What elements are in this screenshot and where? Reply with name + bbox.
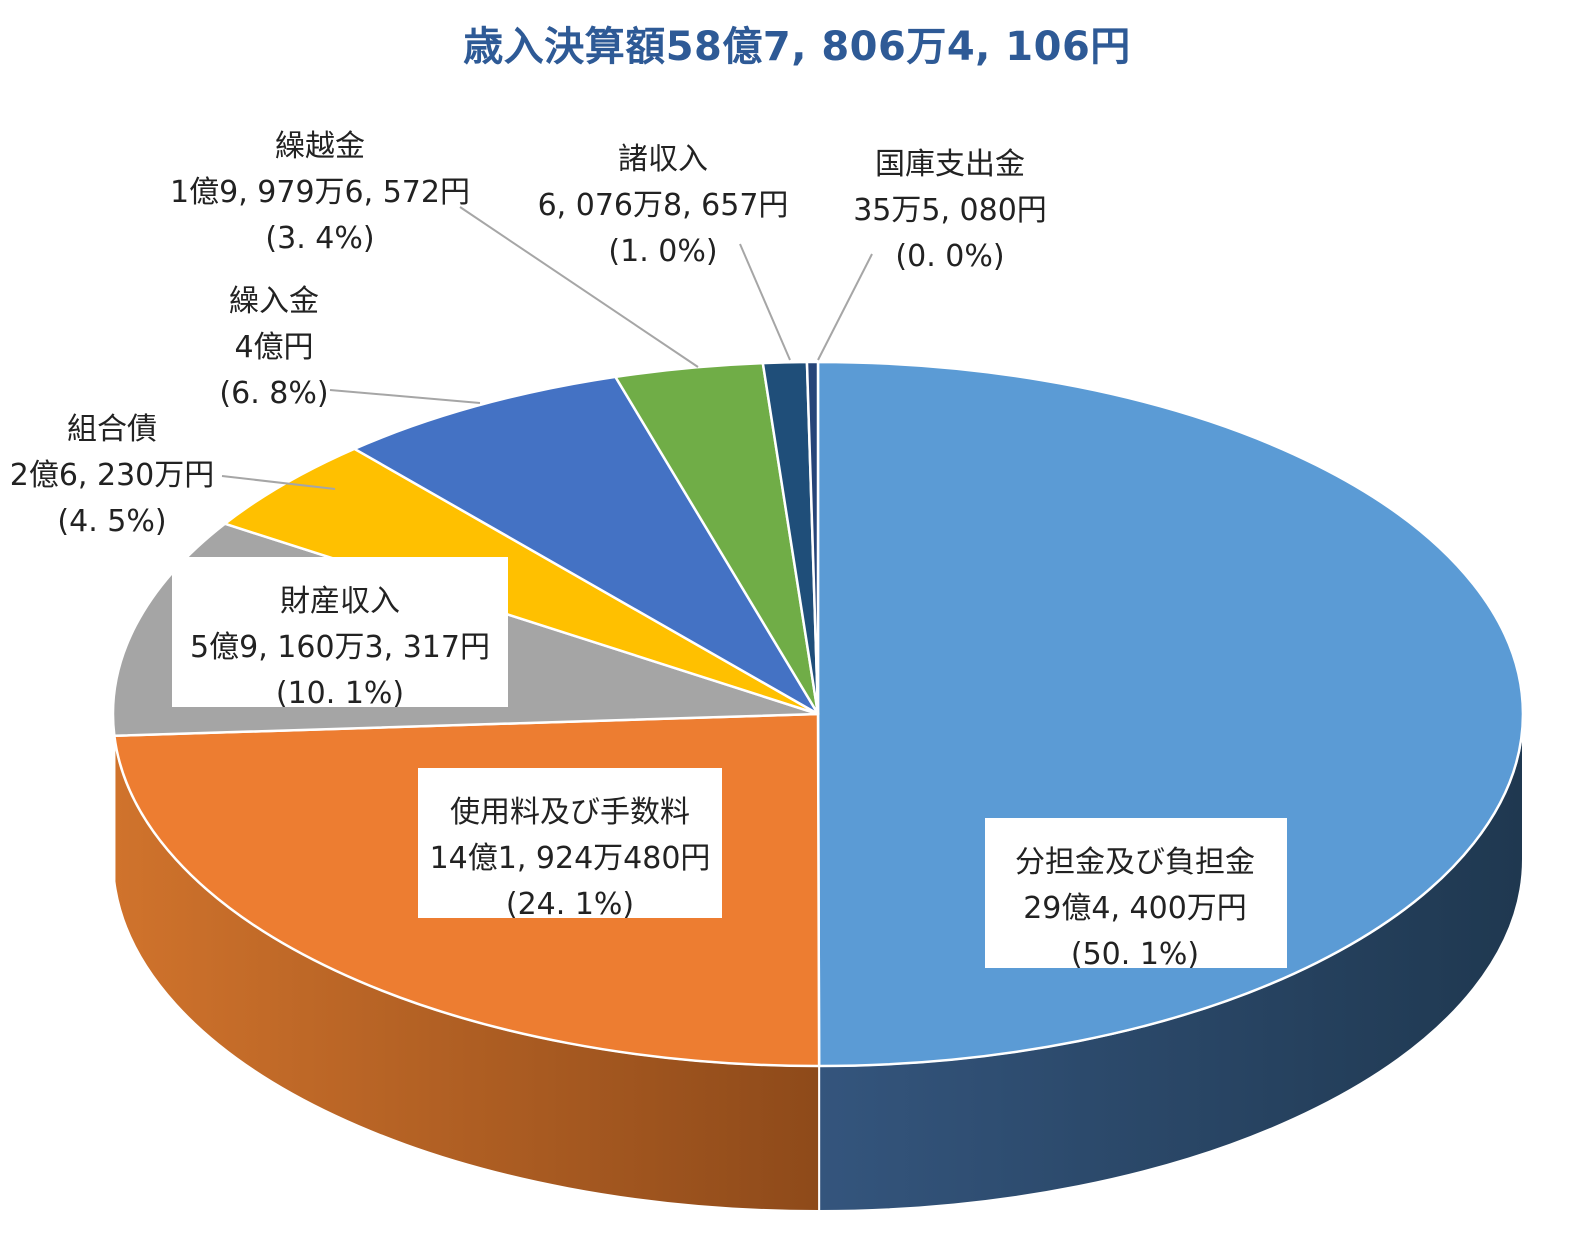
slice-amount-2: 5億9, 160万3, 317円 [190,630,490,665]
slice-amount-4: 4億円 [234,330,313,365]
leader-line-5 [459,206,699,368]
slice-amount-3: 2億6, 230万円 [10,458,215,493]
leader-line-3 [221,475,336,490]
pie-slice-7 [805,360,820,716]
slice-percent-4: (6. 8%) [219,376,328,411]
slice-label-6: 諸収入 [618,142,708,177]
slice-label-5: 繰越金 [275,129,365,164]
data-label-box-0 [985,818,1287,968]
pie-slice-4 [353,375,820,716]
chart-title: 歳入決算額58億7, 806万4, 106円 [463,24,1131,70]
slice-label-7: 国庫支出金 [875,147,1025,182]
leader-line-6 [739,243,791,361]
slice-label-3: 組合債 [67,412,157,447]
slice-amount-1: 14億1, 924万480円 [430,841,711,876]
slice-percent-5: (3. 4%) [265,221,374,256]
data-label-box-2 [172,557,508,707]
data-label-box-1 [418,768,722,918]
slice-amount-5: 1億9, 979万6, 572円 [170,175,470,210]
slice-percent-3: (4. 5%) [57,504,166,539]
slice-percent-7: (0. 0%) [895,239,1004,274]
slice-amount-6: 6, 076万8, 657円 [538,188,789,223]
leader-line-7 [817,253,873,361]
slice-amount-0: 29億4, 400万円 [1023,891,1247,926]
slice-label-4: 繰入金 [229,284,319,319]
slice-percent-6: (1. 0%) [608,234,717,269]
slice-percent-0: (50. 1%) [1071,937,1199,972]
leader-line-4 [329,389,481,404]
slice-percent-1: (24. 1%) [506,887,634,922]
slice-amount-7: 35万5, 080円 [853,193,1047,228]
slice-label-1: 使用料及び手数料 [450,795,690,830]
slice-label-2: 財産収入 [280,584,400,619]
slice-label-0: 分担金及び負担金 [1015,845,1255,880]
slice-percent-2: (10. 1%) [276,676,404,711]
